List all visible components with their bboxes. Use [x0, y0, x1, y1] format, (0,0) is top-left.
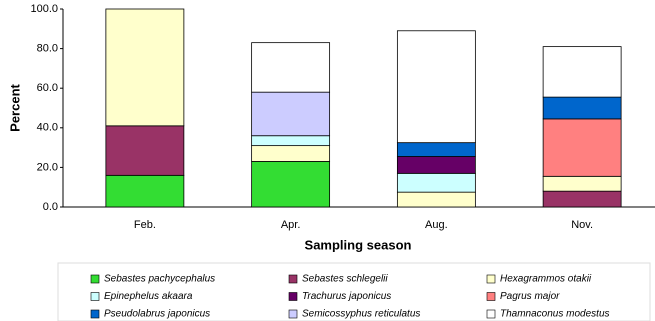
bar-segment — [251, 42, 331, 93]
bar-segment — [542, 190, 622, 208]
bar-segment — [251, 91, 331, 137]
legend-swatch — [288, 274, 298, 284]
bar-segment — [542, 96, 622, 120]
legend-swatch — [90, 274, 100, 284]
y-tick-label: 80.0 — [37, 43, 58, 55]
y-tick-label: 40.0 — [37, 122, 58, 134]
legend-label: Semicossyphus reticulatus — [302, 309, 420, 320]
y-tick-label: 20.0 — [37, 161, 58, 173]
bar-segment — [396, 156, 476, 174]
bar-segment — [396, 172, 476, 193]
bar-segment — [542, 175, 622, 192]
legend-swatch — [90, 292, 100, 301]
bar-segment — [105, 8, 185, 127]
bar-segment — [542, 46, 622, 98]
bar-segment — [396, 191, 476, 208]
bar-segment — [105, 174, 185, 208]
legend-swatch — [486, 309, 496, 319]
legend-swatch — [288, 309, 298, 319]
x-tick-label: Feb. — [134, 219, 156, 231]
legend-label: Thamnaconus modestus — [500, 309, 610, 320]
legend-label: Pseudolabrus japonicus — [104, 309, 210, 320]
y-axis-label: Percent — [7, 83, 22, 131]
legend-label: Sebastes schlegelii — [302, 274, 388, 285]
x-tick-label: Aug. — [425, 219, 448, 231]
x-tick-label: Nov. — [571, 219, 593, 231]
bar-segment — [542, 118, 622, 177]
legend-swatch — [288, 292, 298, 301]
bar-segment — [105, 125, 185, 176]
y-tick-label: 100.0 — [30, 3, 58, 15]
bar-segment — [251, 145, 331, 162]
x-axis-label: Sampling season — [305, 237, 412, 252]
legend-swatch — [90, 309, 100, 319]
legend-label: Trachurus japonicus — [302, 291, 391, 302]
bar-segment — [251, 135, 331, 147]
x-tick-label: Apr. — [281, 219, 301, 231]
bar-segment — [396, 142, 476, 157]
legend-swatch — [486, 274, 496, 284]
legend-label: Pagrus major — [500, 291, 560, 302]
legend-label: Sebastes pachycephalus — [104, 274, 215, 285]
bar-segment — [396, 30, 476, 144]
y-tick-label: 0.0 — [43, 201, 58, 213]
bar-segment — [251, 161, 331, 208]
legend-label: Epinephelus akaara — [104, 291, 193, 302]
legend-swatch — [486, 292, 496, 301]
y-tick-label: 60.0 — [37, 82, 58, 94]
legend-label: Hexagrammos otakii — [500, 274, 592, 285]
legend-box — [57, 262, 651, 321]
